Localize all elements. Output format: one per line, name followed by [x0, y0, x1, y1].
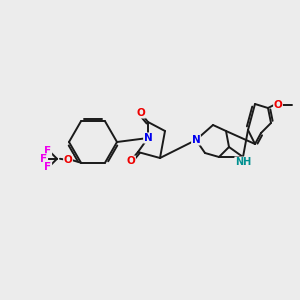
- Text: F: F: [40, 154, 48, 164]
- Text: NH: NH: [235, 157, 251, 167]
- Text: N: N: [192, 135, 200, 145]
- Text: O: O: [64, 155, 72, 165]
- Text: O: O: [274, 100, 282, 110]
- Text: N: N: [144, 133, 152, 143]
- Text: F: F: [44, 146, 52, 156]
- Text: O: O: [136, 108, 146, 118]
- Text: F: F: [44, 162, 52, 172]
- Text: O: O: [127, 156, 135, 166]
